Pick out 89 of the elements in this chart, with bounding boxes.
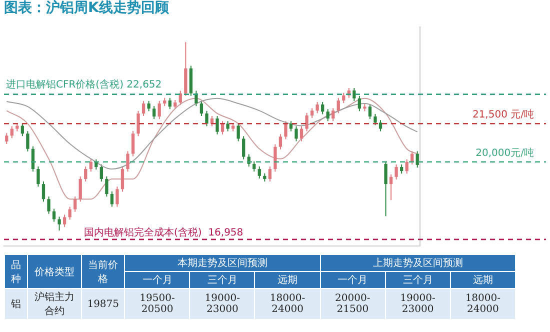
candlestick <box>84 166 88 182</box>
text: 20000-21500 <box>320 288 386 320</box>
candlestick <box>10 126 14 139</box>
ref-line-label: 20,000元/吨 <box>476 146 534 159</box>
candlestick <box>147 100 150 112</box>
text: 远期 <box>450 272 516 288</box>
candlestick <box>120 166 124 192</box>
text: 19000-23000 <box>190 288 255 320</box>
text: 三个月 <box>385 272 450 288</box>
candlestick <box>58 216 61 231</box>
candlestick <box>26 130 30 152</box>
candlestick <box>116 186 119 208</box>
text: 19500-20500 <box>124 288 190 320</box>
ref-line-label: 21,500 元/吨 <box>472 108 534 121</box>
candlestick <box>74 196 77 212</box>
candlestick <box>378 120 382 132</box>
candlestick <box>405 158 408 174</box>
candlestick <box>368 104 372 120</box>
candlestick <box>205 110 208 127</box>
candlestick <box>152 106 156 120</box>
candlestick <box>62 214 66 228</box>
candlestick <box>110 190 114 208</box>
candlestick <box>258 166 261 179</box>
text: 19875 <box>82 288 125 320</box>
candlestick <box>336 97 340 114</box>
candlestick <box>242 136 246 160</box>
candlestick <box>416 150 419 168</box>
candlestick <box>105 176 108 198</box>
text: 上期走势及区间预测 <box>320 254 516 272</box>
candlestick <box>200 100 204 117</box>
candlestick <box>289 120 293 132</box>
text: 一个月 <box>320 272 386 288</box>
chart-title: 图表：沪铝周K线走势回顾 <box>4 0 170 16</box>
text: 19000-23000 <box>385 288 450 320</box>
candlestick <box>42 181 46 202</box>
candlestick <box>278 134 282 150</box>
candlestick <box>47 196 50 214</box>
candlestick <box>20 122 24 137</box>
candlestick <box>142 100 146 117</box>
candlestick <box>52 208 56 222</box>
candlestick <box>100 164 103 182</box>
text: 价格类型 <box>27 254 82 288</box>
candlestick <box>384 160 388 217</box>
candlestick <box>216 116 219 135</box>
candlestick <box>194 90 198 107</box>
candlestick <box>374 113 377 126</box>
candlestick <box>68 206 72 220</box>
candlestick <box>352 87 356 102</box>
candlestick <box>274 144 277 172</box>
candlestick <box>316 101 319 114</box>
candlestick <box>174 99 177 110</box>
candlestick <box>300 126 304 142</box>
candlestick <box>305 112 308 132</box>
candlestick <box>342 92 346 104</box>
candlestick <box>168 97 172 110</box>
candlestick <box>400 164 404 174</box>
candlestick <box>5 132 8 145</box>
candlestick <box>36 166 40 188</box>
candlestick <box>321 101 324 115</box>
text: 品种 <box>4 254 28 288</box>
candlestick <box>89 158 92 172</box>
text: 18000-24000 <box>450 288 516 320</box>
text: 远期 <box>254 272 320 288</box>
text: 本期走势及区间预测 <box>124 254 320 272</box>
candlestick <box>126 150 130 172</box>
text: 18000-24000 <box>254 288 320 320</box>
candlestick <box>310 108 314 119</box>
text: 铝 <box>4 288 28 320</box>
candlestick <box>394 164 398 180</box>
candlestick <box>78 176 82 202</box>
candlestick <box>326 108 330 122</box>
candlestick <box>226 120 230 132</box>
text: 一个月 <box>124 272 190 288</box>
candlestick <box>332 108 335 122</box>
ref-line-label: 国内电解铝完全成本(含税) 16,958 <box>84 226 244 238</box>
candlestick <box>136 110 140 137</box>
candlestick <box>158 100 161 120</box>
candlestick <box>358 95 362 112</box>
candlestick <box>131 130 135 157</box>
text: 当前价格 <box>82 254 125 288</box>
candlestick <box>389 174 393 201</box>
candlestick <box>294 126 298 142</box>
candlestick <box>268 166 272 182</box>
ref-line-label: 进口电解铝CFR价格(含税) 22,652 <box>6 78 162 90</box>
text: 沪铝主力合约 <box>27 288 82 320</box>
text: 三个月 <box>190 272 255 288</box>
candlestick <box>252 160 256 172</box>
candlestick <box>236 122 240 142</box>
candlestick <box>284 120 288 140</box>
